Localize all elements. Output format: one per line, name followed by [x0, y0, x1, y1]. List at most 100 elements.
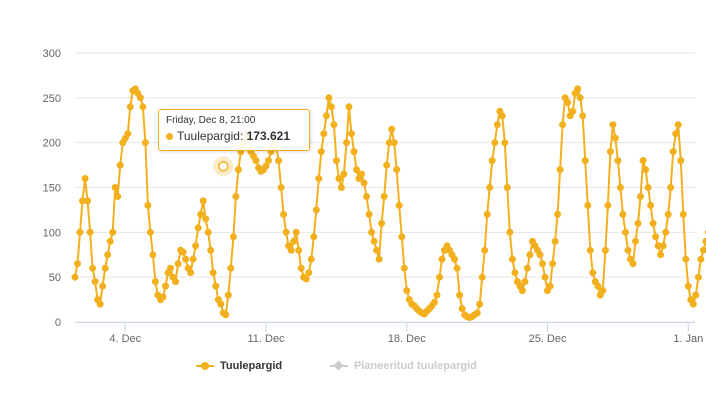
- data-point[interactable]: [174, 260, 182, 268]
- data-point[interactable]: [456, 291, 464, 299]
- data-point[interactable]: [584, 201, 592, 209]
- data-point[interactable]: [599, 287, 607, 295]
- data-point[interactable]: [674, 121, 682, 129]
- data-point[interactable]: [307, 255, 315, 263]
- legend-item-planeeritud[interactable]: Planeeritud tuulepargid: [330, 360, 477, 372]
- data-point[interactable]: [586, 246, 594, 254]
- data-point[interactable]: [124, 130, 132, 138]
- data-point[interactable]: [209, 269, 217, 277]
- data-point[interactable]: [654, 242, 662, 250]
- data-point[interactable]: [151, 278, 159, 286]
- data-point[interactable]: [141, 139, 149, 147]
- data-point[interactable]: [564, 98, 572, 106]
- data-point[interactable]: [569, 107, 577, 115]
- data-point[interactable]: [486, 184, 494, 191]
- data-point[interactable]: [81, 175, 89, 182]
- data-point[interactable]: [451, 255, 458, 263]
- data-point[interactable]: [637, 193, 644, 200]
- data-point[interactable]: [277, 184, 285, 191]
- data-point[interactable]: [189, 255, 197, 263]
- data-point[interactable]: [146, 228, 154, 236]
- data-point[interactable]: [182, 255, 190, 263]
- data-point[interactable]: [199, 197, 207, 205]
- data-point[interactable]: [629, 260, 637, 268]
- data-point[interactable]: [639, 157, 647, 165]
- data-point[interactable]: [348, 130, 355, 138]
- data-point[interactable]: [315, 175, 323, 182]
- data-point[interactable]: [632, 237, 639, 245]
- data-point[interactable]: [606, 148, 614, 156]
- data-point[interactable]: [310, 233, 318, 241]
- data-point[interactable]: [312, 206, 320, 214]
- data-point[interactable]: [393, 166, 401, 174]
- data-point[interactable]: [518, 287, 526, 295]
- data-point[interactable]: [159, 293, 167, 301]
- data-point[interactable]: [576, 94, 584, 102]
- data-point[interactable]: [436, 273, 443, 281]
- data-point[interactable]: [657, 251, 665, 259]
- data-point[interactable]: [521, 278, 529, 286]
- data-point[interactable]: [126, 103, 134, 111]
- data-point[interactable]: [433, 291, 441, 299]
- data-point[interactable]: [508, 255, 516, 263]
- data-point[interactable]: [684, 282, 692, 290]
- data-point[interactable]: [229, 233, 237, 241]
- data-point[interactable]: [252, 157, 260, 165]
- data-point[interactable]: [265, 157, 272, 165]
- data-point[interactable]: [662, 228, 670, 236]
- data-point[interactable]: [136, 94, 144, 102]
- data-point[interactable]: [197, 210, 205, 218]
- data-point[interactable]: [689, 300, 697, 308]
- data-point[interactable]: [526, 251, 534, 259]
- data-point[interactable]: [611, 134, 619, 142]
- data-point[interactable]: [385, 139, 393, 147]
- data-point[interactable]: [692, 291, 700, 299]
- data-point[interactable]: [644, 184, 652, 191]
- data-point[interactable]: [574, 85, 582, 93]
- data-point[interactable]: [337, 184, 345, 191]
- data-point[interactable]: [275, 157, 283, 165]
- series-tuulepargid[interactable]: [71, 85, 706, 321]
- data-point[interactable]: [667, 184, 675, 191]
- data-point[interactable]: [368, 228, 376, 236]
- data-point[interactable]: [375, 255, 383, 263]
- data-point[interactable]: [378, 219, 386, 227]
- data-point[interactable]: [669, 148, 677, 156]
- data-point[interactable]: [649, 219, 657, 227]
- data-point[interactable]: [363, 193, 371, 200]
- data-point[interactable]: [383, 161, 391, 169]
- data-point[interactable]: [322, 112, 330, 120]
- data-point[interactable]: [619, 210, 627, 218]
- data-point[interactable]: [335, 175, 343, 182]
- data-point[interactable]: [400, 264, 408, 272]
- data-point[interactable]: [478, 273, 486, 281]
- data-point[interactable]: [109, 228, 117, 236]
- data-point[interactable]: [476, 300, 484, 308]
- data-point[interactable]: [104, 251, 112, 259]
- data-point[interactable]: [481, 246, 489, 254]
- data-point[interactable]: [604, 201, 612, 209]
- data-point[interactable]: [302, 275, 310, 283]
- data-point[interactable]: [458, 305, 466, 313]
- data-point[interactable]: [187, 269, 195, 277]
- data-point[interactable]: [320, 130, 328, 138]
- data-point[interactable]: [483, 210, 491, 218]
- data-point[interactable]: [395, 201, 403, 209]
- data-point[interactable]: [430, 298, 438, 306]
- data-point[interactable]: [224, 291, 232, 299]
- data-point[interactable]: [86, 228, 94, 236]
- data-point[interactable]: [345, 103, 353, 111]
- data-point[interactable]: [556, 166, 564, 174]
- data-point[interactable]: [262, 162, 270, 170]
- data-point[interactable]: [172, 278, 179, 286]
- data-point[interactable]: [343, 139, 350, 147]
- data-point[interactable]: [664, 210, 672, 218]
- data-point[interactable]: [546, 282, 554, 290]
- data-point[interactable]: [217, 300, 225, 308]
- data-point[interactable]: [390, 139, 398, 147]
- data-point[interactable]: [360, 179, 368, 187]
- data-point[interactable]: [506, 228, 514, 236]
- data-point[interactable]: [194, 224, 202, 232]
- data-point[interactable]: [74, 260, 81, 268]
- data-point[interactable]: [438, 255, 446, 263]
